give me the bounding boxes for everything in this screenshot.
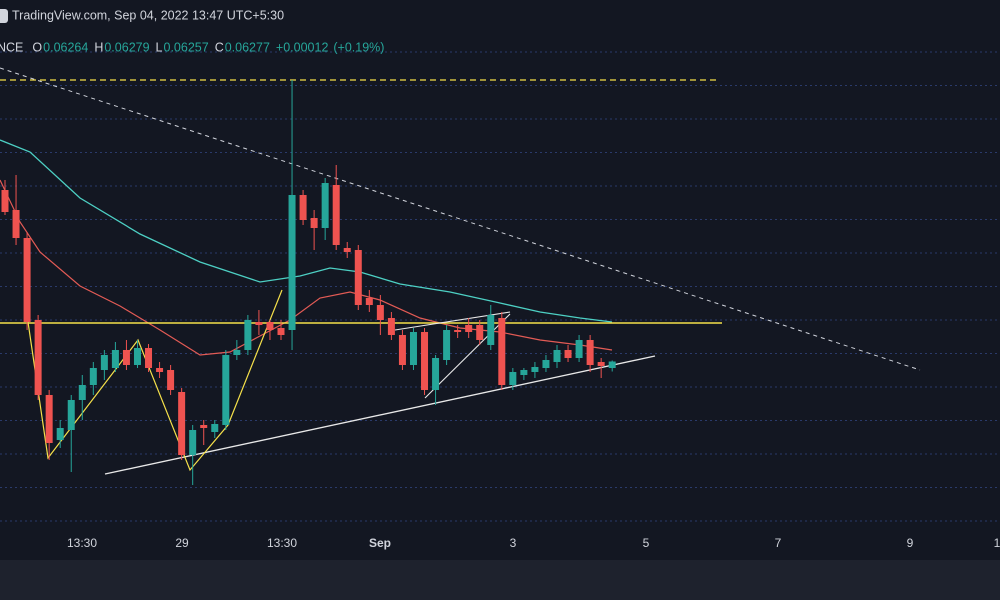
x-axis: 13:30 29 13:30 Sep 3 5 7 9 1	[67, 536, 1000, 550]
candle-body	[387, 318, 395, 335]
candle-body	[443, 330, 451, 360]
ohlc-value: 0.06279	[104, 40, 149, 54]
candle-body	[597, 362, 605, 366]
candle-body	[343, 248, 351, 252]
candle-body	[299, 195, 307, 220]
candle-body	[332, 185, 340, 245]
candle-body	[542, 360, 550, 368]
trendline-support	[104, 355, 656, 475]
candle-body	[122, 350, 130, 365]
candle-body	[531, 367, 539, 372]
candle-body	[288, 195, 296, 330]
trendline-dashed	[0, 67, 921, 371]
candle-body	[321, 183, 329, 228]
x-tick-label: 13:30	[267, 536, 297, 550]
candle-body	[233, 350, 241, 355]
candle-body	[365, 298, 373, 305]
candle-body	[409, 332, 417, 365]
candle-body	[200, 425, 208, 428]
candle-body	[111, 350, 119, 368]
x-tick-label: Sep	[369, 536, 391, 550]
candle-body	[89, 368, 97, 385]
ohlc-label: L	[156, 40, 163, 54]
x-tick-label: 5	[643, 536, 650, 550]
x-tick-label: 13:30	[67, 536, 97, 550]
candle-body	[266, 322, 274, 330]
candle-body	[255, 322, 263, 325]
candle-body	[78, 385, 86, 400]
x-axis-background	[0, 530, 1000, 560]
x-tick-label: 1	[994, 536, 1000, 550]
ohlc-label: O	[32, 40, 42, 54]
candle-body	[156, 368, 164, 372]
candle-body	[178, 392, 186, 455]
ohlc-label: C	[215, 40, 224, 54]
logo	[0, 9, 8, 23]
candle-body	[310, 218, 318, 228]
grid	[0, 51, 1000, 522]
change-pct: (+0.19%)	[333, 40, 384, 54]
ohlc-label: H	[94, 40, 103, 54]
x-tick-label: 9	[907, 536, 914, 550]
candles	[1, 80, 616, 485]
candle-body	[23, 238, 31, 322]
candle-body	[244, 320, 252, 350]
candle-body	[465, 325, 473, 332]
candle-body	[1, 190, 9, 212]
candle-body	[34, 320, 42, 395]
ma-teal	[0, 139, 613, 323]
candle-body	[67, 400, 75, 430]
candle-body	[421, 332, 429, 390]
candle-body	[222, 355, 230, 425]
candle-body	[476, 325, 484, 340]
candle-body	[167, 370, 175, 390]
candle-body	[553, 350, 561, 362]
ohlc-value: 0.06257	[164, 40, 209, 54]
ohlc-legend: NCE O 0.06264 H 0.06279 L 0.06257 C 0.06277 +0.00…	[0, 40, 384, 54]
x-tick-label: 3	[510, 536, 517, 550]
ohlc-value: 0.06264	[43, 40, 88, 54]
candle-body	[398, 335, 406, 365]
candle-body	[432, 358, 440, 390]
zigzag	[27, 289, 283, 472]
candle-body	[133, 348, 141, 365]
candle-body	[498, 318, 506, 385]
candle-body	[509, 372, 517, 385]
top-bar	[0, 0, 1000, 32]
candle-body	[487, 315, 495, 345]
plot-background	[0, 0, 1000, 530]
candle-body	[12, 210, 20, 238]
candle-body	[189, 430, 197, 455]
candle-body	[454, 330, 462, 332]
candle-body	[100, 355, 108, 370]
top-bar-text: TradingView.com, Sep 04, 2022 13:47 UTC+…	[12, 8, 284, 22]
candle-body	[56, 428, 64, 440]
candle-body	[354, 250, 362, 305]
candle-body	[45, 395, 53, 443]
candle-body	[608, 361, 616, 368]
candle-body	[277, 328, 285, 335]
candle-body	[376, 305, 384, 320]
candle-body	[520, 370, 528, 375]
ohlc-value: 0.06277	[225, 40, 270, 54]
bottom-bar	[0, 560, 1000, 600]
x-tick-label: 29	[175, 536, 189, 550]
candle-body	[575, 340, 583, 358]
channel-lower	[424, 313, 511, 399]
change: +0.00012	[276, 40, 329, 54]
candle-body	[586, 340, 594, 365]
candle-body	[211, 424, 219, 432]
candle-body	[145, 348, 153, 368]
candle-body	[564, 350, 572, 358]
symbol: NCE	[0, 40, 23, 54]
x-tick-label: 7	[775, 536, 782, 550]
